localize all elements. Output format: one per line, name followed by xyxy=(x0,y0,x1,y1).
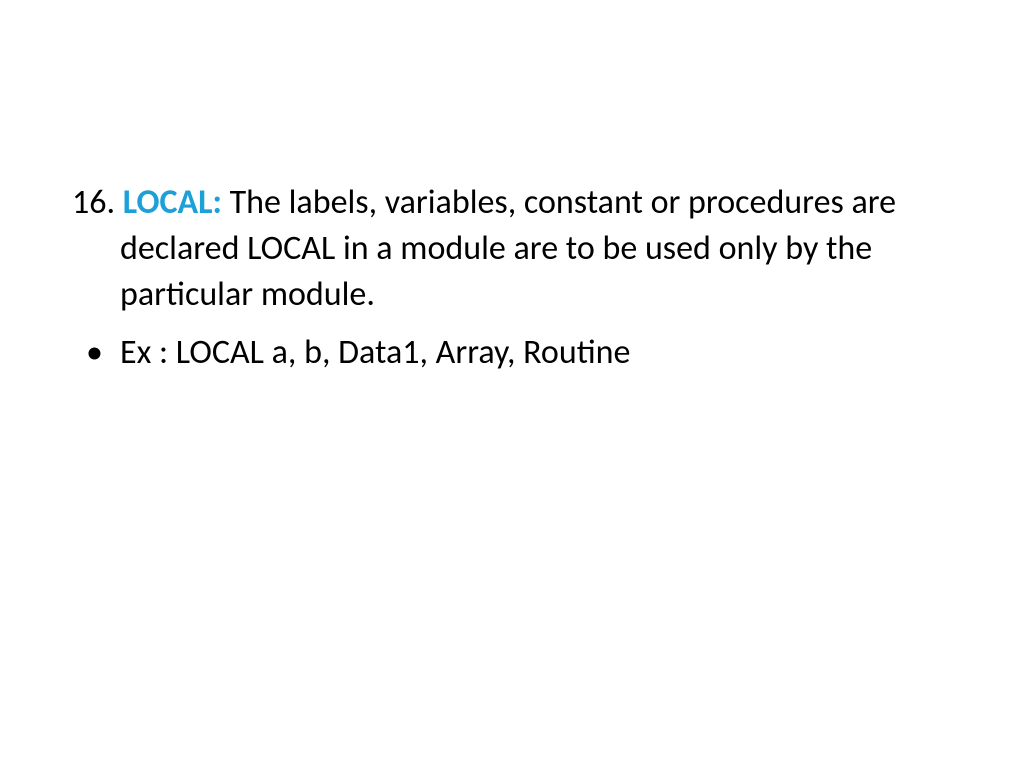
description-text: The labels, variables, constant or proce… xyxy=(120,182,896,315)
keyword-text: LOCAL: xyxy=(123,182,222,223)
bullet-text: Ex : LOCAL a, b, Data1, Array, Routine xyxy=(120,332,630,373)
bulleted-list-item: •Ex : LOCAL a, b, Data1, Array, Routine xyxy=(72,330,952,376)
item-number: 16. xyxy=(72,182,115,223)
numbered-list-item: 16. LOCAL: The labels, variables, consta… xyxy=(72,180,952,318)
bullet-marker: • xyxy=(86,330,120,376)
